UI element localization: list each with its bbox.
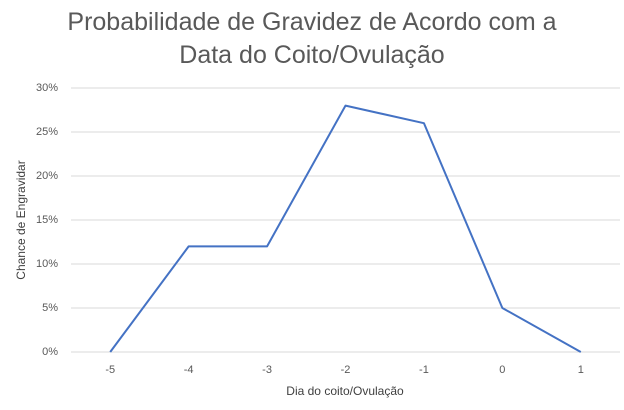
y-tick-label: 10% bbox=[36, 258, 58, 270]
y-tick-label: 15% bbox=[36, 214, 58, 226]
y-tick-label: 5% bbox=[42, 302, 58, 314]
y-tick-label: 0% bbox=[42, 346, 58, 358]
y-axis-title: Chance de Engravidar bbox=[14, 160, 28, 279]
chart-title: Probabilidade de Gravidez de Acordo com … bbox=[67, 8, 557, 69]
x-tick-label: -3 bbox=[262, 364, 272, 376]
x-tick-label: 0 bbox=[499, 364, 505, 376]
y-tick-label: 30% bbox=[36, 82, 58, 94]
line bbox=[109, 104, 582, 353]
x-tick-label: -5 bbox=[105, 364, 115, 376]
x-tick-label: -4 bbox=[184, 364, 194, 376]
y-tick-label: 20% bbox=[36, 170, 58, 182]
y-tick-label: 25% bbox=[36, 126, 58, 138]
x-axis-title: Dia do coito/Ovulação bbox=[286, 384, 404, 398]
x-tick-label: 1 bbox=[578, 364, 584, 376]
x-tick-label: -1 bbox=[419, 364, 429, 376]
x-tick-label: -2 bbox=[341, 364, 351, 376]
